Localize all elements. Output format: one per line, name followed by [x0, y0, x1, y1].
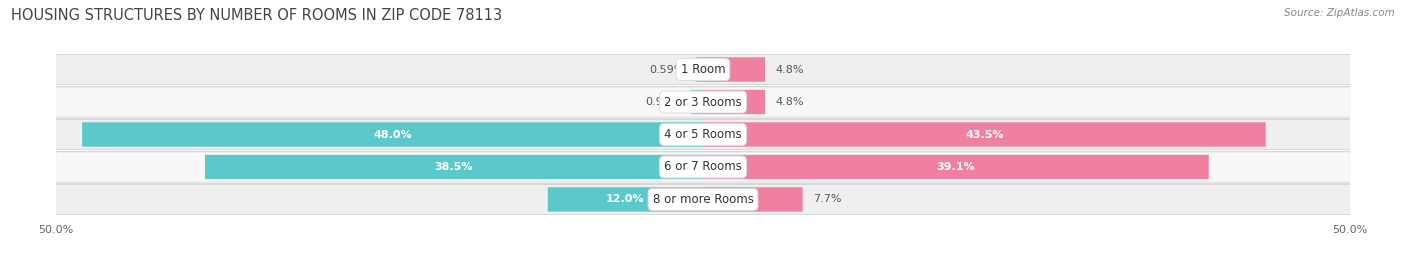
- FancyBboxPatch shape: [703, 155, 1209, 179]
- Text: 38.5%: 38.5%: [434, 162, 474, 172]
- FancyBboxPatch shape: [56, 54, 1350, 85]
- Text: 7.7%: 7.7%: [813, 194, 841, 204]
- FancyBboxPatch shape: [703, 57, 765, 82]
- FancyBboxPatch shape: [696, 57, 703, 82]
- Text: Source: ZipAtlas.com: Source: ZipAtlas.com: [1284, 8, 1395, 18]
- FancyBboxPatch shape: [56, 87, 1350, 117]
- Text: 12.0%: 12.0%: [606, 194, 644, 204]
- FancyBboxPatch shape: [82, 122, 703, 147]
- Text: 4.8%: 4.8%: [776, 97, 804, 107]
- FancyBboxPatch shape: [548, 187, 703, 212]
- FancyBboxPatch shape: [703, 187, 803, 212]
- Text: 2 or 3 Rooms: 2 or 3 Rooms: [664, 95, 742, 108]
- FancyBboxPatch shape: [703, 90, 765, 114]
- FancyBboxPatch shape: [56, 184, 1350, 215]
- Text: 8 or more Rooms: 8 or more Rooms: [652, 193, 754, 206]
- Text: 1 Room: 1 Room: [681, 63, 725, 76]
- FancyBboxPatch shape: [690, 90, 703, 114]
- Text: HOUSING STRUCTURES BY NUMBER OF ROOMS IN ZIP CODE 78113: HOUSING STRUCTURES BY NUMBER OF ROOMS IN…: [11, 8, 502, 23]
- FancyBboxPatch shape: [205, 155, 703, 179]
- Text: 4 or 5 Rooms: 4 or 5 Rooms: [664, 128, 742, 141]
- Text: 4.8%: 4.8%: [776, 65, 804, 75]
- Text: 48.0%: 48.0%: [373, 129, 412, 140]
- FancyBboxPatch shape: [56, 152, 1350, 182]
- Text: 6 or 7 Rooms: 6 or 7 Rooms: [664, 161, 742, 174]
- Text: 39.1%: 39.1%: [936, 162, 976, 172]
- Text: 43.5%: 43.5%: [965, 129, 1004, 140]
- Text: 0.95%: 0.95%: [645, 97, 681, 107]
- FancyBboxPatch shape: [56, 119, 1350, 150]
- Text: 0.59%: 0.59%: [650, 65, 685, 75]
- FancyBboxPatch shape: [703, 122, 1265, 147]
